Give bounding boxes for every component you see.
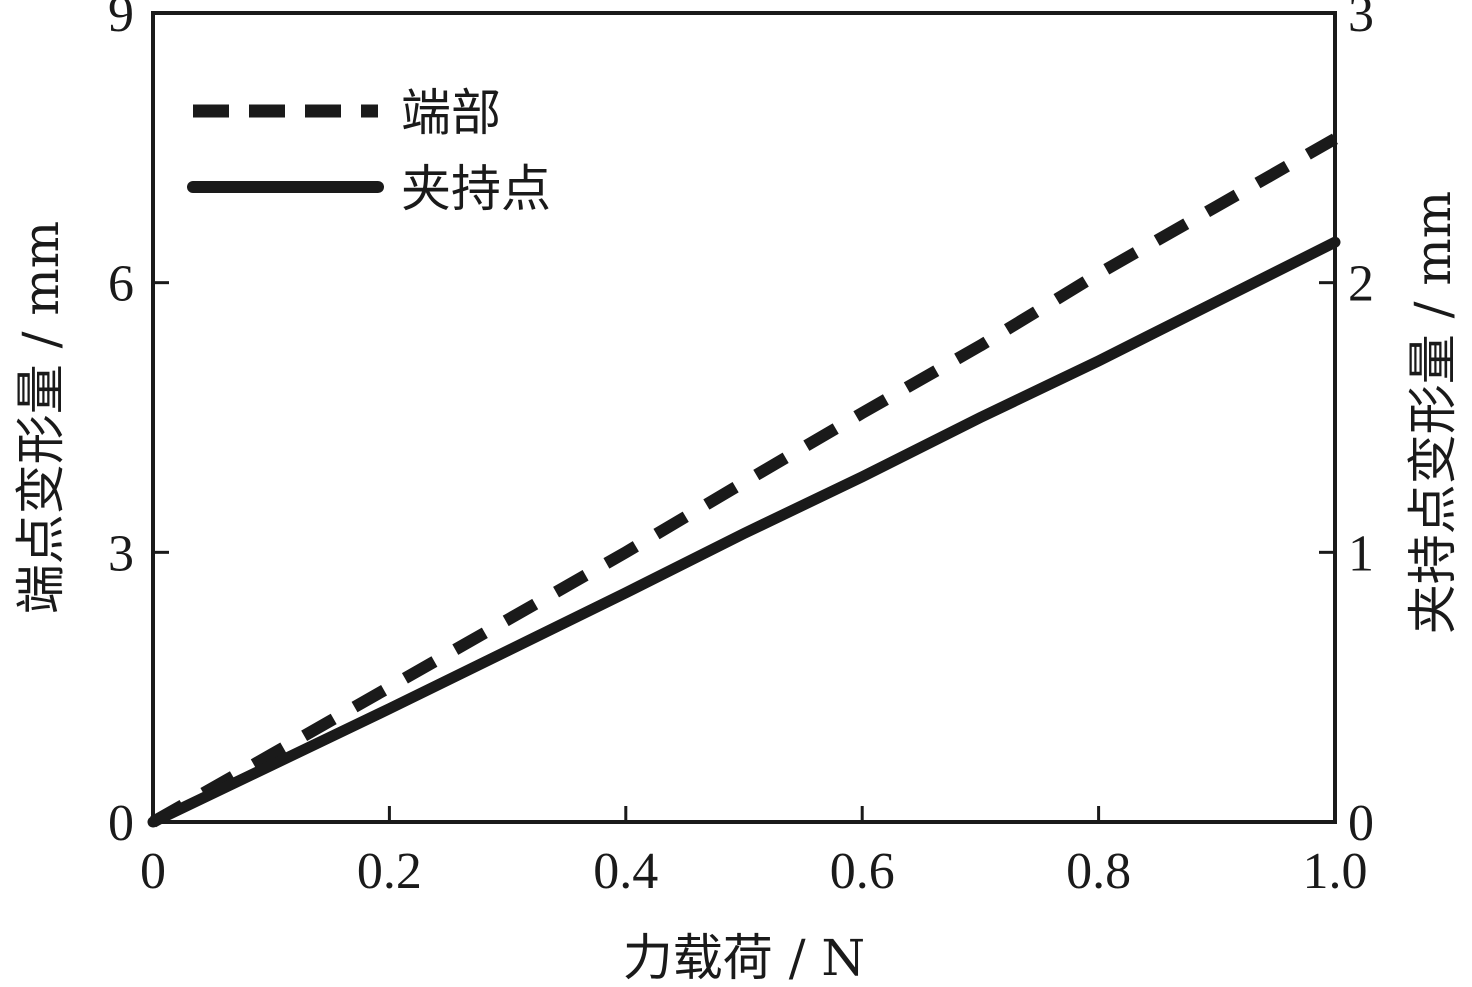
x-tick-label: 1.0 — [1303, 843, 1368, 900]
x-axis-label: 力载荷 / N — [623, 929, 865, 987]
x-tick-label: 0 — [140, 843, 166, 900]
y-left-axis-label: 端点变形量 / mm — [12, 221, 70, 614]
y-left-tick-label: 3 — [108, 525, 134, 582]
x-tick-label: 0.8 — [1066, 843, 1131, 900]
y-right-tick-label: 2 — [1348, 256, 1374, 313]
series-line-grip — [147, 236, 1341, 828]
x-tick-label: 0.6 — [830, 843, 895, 900]
x-tick-label: 0.2 — [357, 843, 422, 900]
plot-frame — [151, 11, 1337, 824]
y-right-axis-label: 夹持点变形量 / mm — [1404, 191, 1462, 634]
y-right-tick-label: 0 — [1348, 795, 1374, 852]
y-left-tick-label: 9 — [108, 0, 134, 43]
series-layer — [147, 133, 1341, 828]
legend-label-grip: 夹持点 — [401, 160, 551, 218]
y-left-tick-label: 0 — [108, 795, 134, 852]
x-tick-label: 0.4 — [593, 843, 658, 900]
series-line-tip — [150, 133, 1338, 828]
y-right-tick-label: 1 — [1348, 525, 1374, 582]
legend: 端部 夹持点 — [187, 84, 551, 218]
y-right-tick-label: 3 — [1348, 0, 1374, 43]
legend-label-tip: 端部 — [401, 84, 501, 142]
plot-area — [151, 11, 1337, 824]
y-left-tick-label: 6 — [108, 256, 134, 313]
